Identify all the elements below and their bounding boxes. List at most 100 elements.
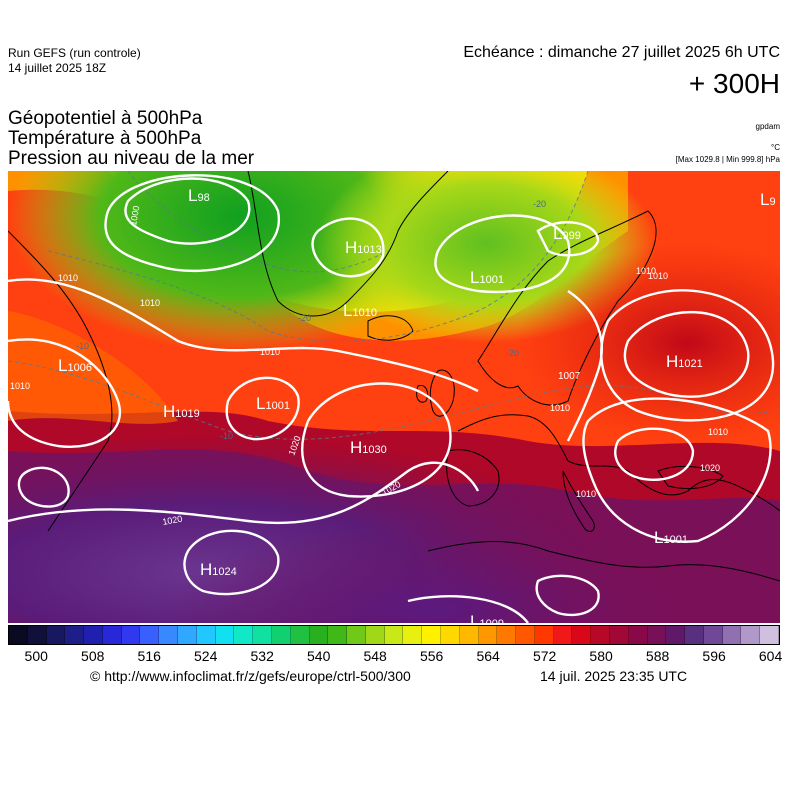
isotherm-line [127,171,389,273]
legend-color-cell [347,626,366,644]
isobar-line [311,217,385,278]
legend-color-cell [140,626,160,644]
pressure-center: H1013 [345,238,382,257]
weather-map: L98 H1013 L1010 L999 L1001 L9 L1006 H101… [8,171,780,623]
legend-color-cell [685,626,704,644]
color-scale-ticks: 500 508 516 524 532 540 548 556 564 572 580 588 596 6… [8,648,783,666]
param-geopotential: Géopotentiel à 500hPa [8,108,203,129]
pressure-center: L1009 [470,612,504,623]
atlantic-orange [8,311,178,424]
isobar-label: 1010 [58,273,78,283]
ireland-coast [416,384,429,403]
legend-color-cell [9,626,28,644]
legend-color-cell [591,626,610,644]
legend-color-cell [365,626,385,644]
legend-color-cell [647,626,667,644]
lead-time: + 300H [688,68,780,99]
legend-color-cell [309,626,329,644]
isobar-line [8,338,121,448]
isotherm-label: -20 [506,348,519,358]
legend-color-cell [215,626,235,644]
pressure-center: H1024 [200,560,237,579]
legend-color-cell [516,626,535,644]
legend-color-cell [159,626,179,644]
legend-color-cell [271,626,291,644]
unit-geopotential: gpdam [755,122,780,131]
isobar-line [183,529,280,596]
legend-tick-label: 604 [758,648,783,664]
generation-timestamp: 14 juil. 2025 23:35 UTC [540,668,688,684]
pressure-center: H1021 [666,352,703,371]
legend-color-cell [722,626,742,644]
legend-color-cell [328,626,348,644]
param-pressure: Pression au niveau de la mer [8,148,255,169]
isotherm-line [47,171,589,342]
isobar-line [614,427,695,481]
pressure-center: 1007 [558,371,581,382]
legend-color-cell [440,626,460,644]
legend-color-cell [27,626,47,644]
pressure-center: H1030 [350,438,387,457]
legend-tick-label: 540 [306,648,331,664]
legend-tick-label: 548 [363,648,387,664]
legend-color-cell [403,626,423,644]
legend-tick-label: 500 [24,648,48,664]
legend-color-cell [290,626,310,644]
legend-color-cell [553,626,573,644]
isobar-line [600,289,775,422]
isobar-line [301,382,452,498]
pressure-center: L1006 [58,356,92,375]
isobar-line [17,466,70,508]
north-america-coast [8,230,113,532]
greenland-coast [247,171,449,317]
legend-color-cell [253,626,272,644]
isobar-label: 1010 [708,427,728,437]
isobar-label: 1010 [636,266,656,276]
legend-color-cell [628,626,648,644]
legend-color-cell [760,626,780,644]
scandinavia-coast [477,210,657,406]
europe-mainland-coast [457,414,780,512]
isobar-label: 1010 [550,403,570,413]
legend-tick-label: 580 [589,648,613,664]
isobar-line [535,574,600,617]
isotherm-value-labels: -20 -20 -20 -10 -10 [76,199,546,441]
unit-temperature: °C [771,143,780,152]
pressure-center: H1019 [163,402,200,421]
isobar-contours [8,174,775,623]
isobar-line [8,461,480,525]
isobar-label: 1020 [700,463,720,473]
isobar-line [623,311,750,398]
isobar-line [407,595,529,623]
pressure-center: L999 [553,224,581,243]
pressure-center-labels: L98 H1013 L1010 L999 L1001 L9 L1006 H101… [58,186,776,623]
legend-color-cell [497,626,517,644]
legend-color-cell [46,626,66,644]
pressure-center: L9 [760,190,776,209]
legend-color-cell [102,626,122,644]
isobar-label: 1010 [260,347,280,357]
source-credit: © http://www.infoclimat.fr/z/gefs/europe… [90,668,411,684]
north-africa-coast [427,541,780,582]
pressure-center: L1001 [256,394,290,413]
isotherm-contours [8,171,780,440]
legend-color-cell [121,626,141,644]
isotherm-line [8,360,780,440]
italy-coast [562,470,595,532]
run-date: 14 juillet 2025 18Z [8,61,107,75]
legend-tick-label: 516 [137,648,161,664]
color-scale-bar [8,625,780,645]
legend-tick-label: 556 [419,648,444,664]
isobar-label: 1000 [128,205,141,226]
legend-color-cell [478,626,498,644]
isobar-line [582,397,772,543]
pressure-center: L1010 [343,301,377,320]
legend-color-cell [65,626,85,644]
black-sea-coast [657,466,724,489]
isobar-line [225,376,300,441]
pressure-center: L1001 [654,528,688,547]
legend-color-cell [422,626,441,644]
legend-color-cell [703,626,723,644]
legend-tick-label: 524 [194,648,218,664]
legend-tick-label: 588 [645,648,670,664]
